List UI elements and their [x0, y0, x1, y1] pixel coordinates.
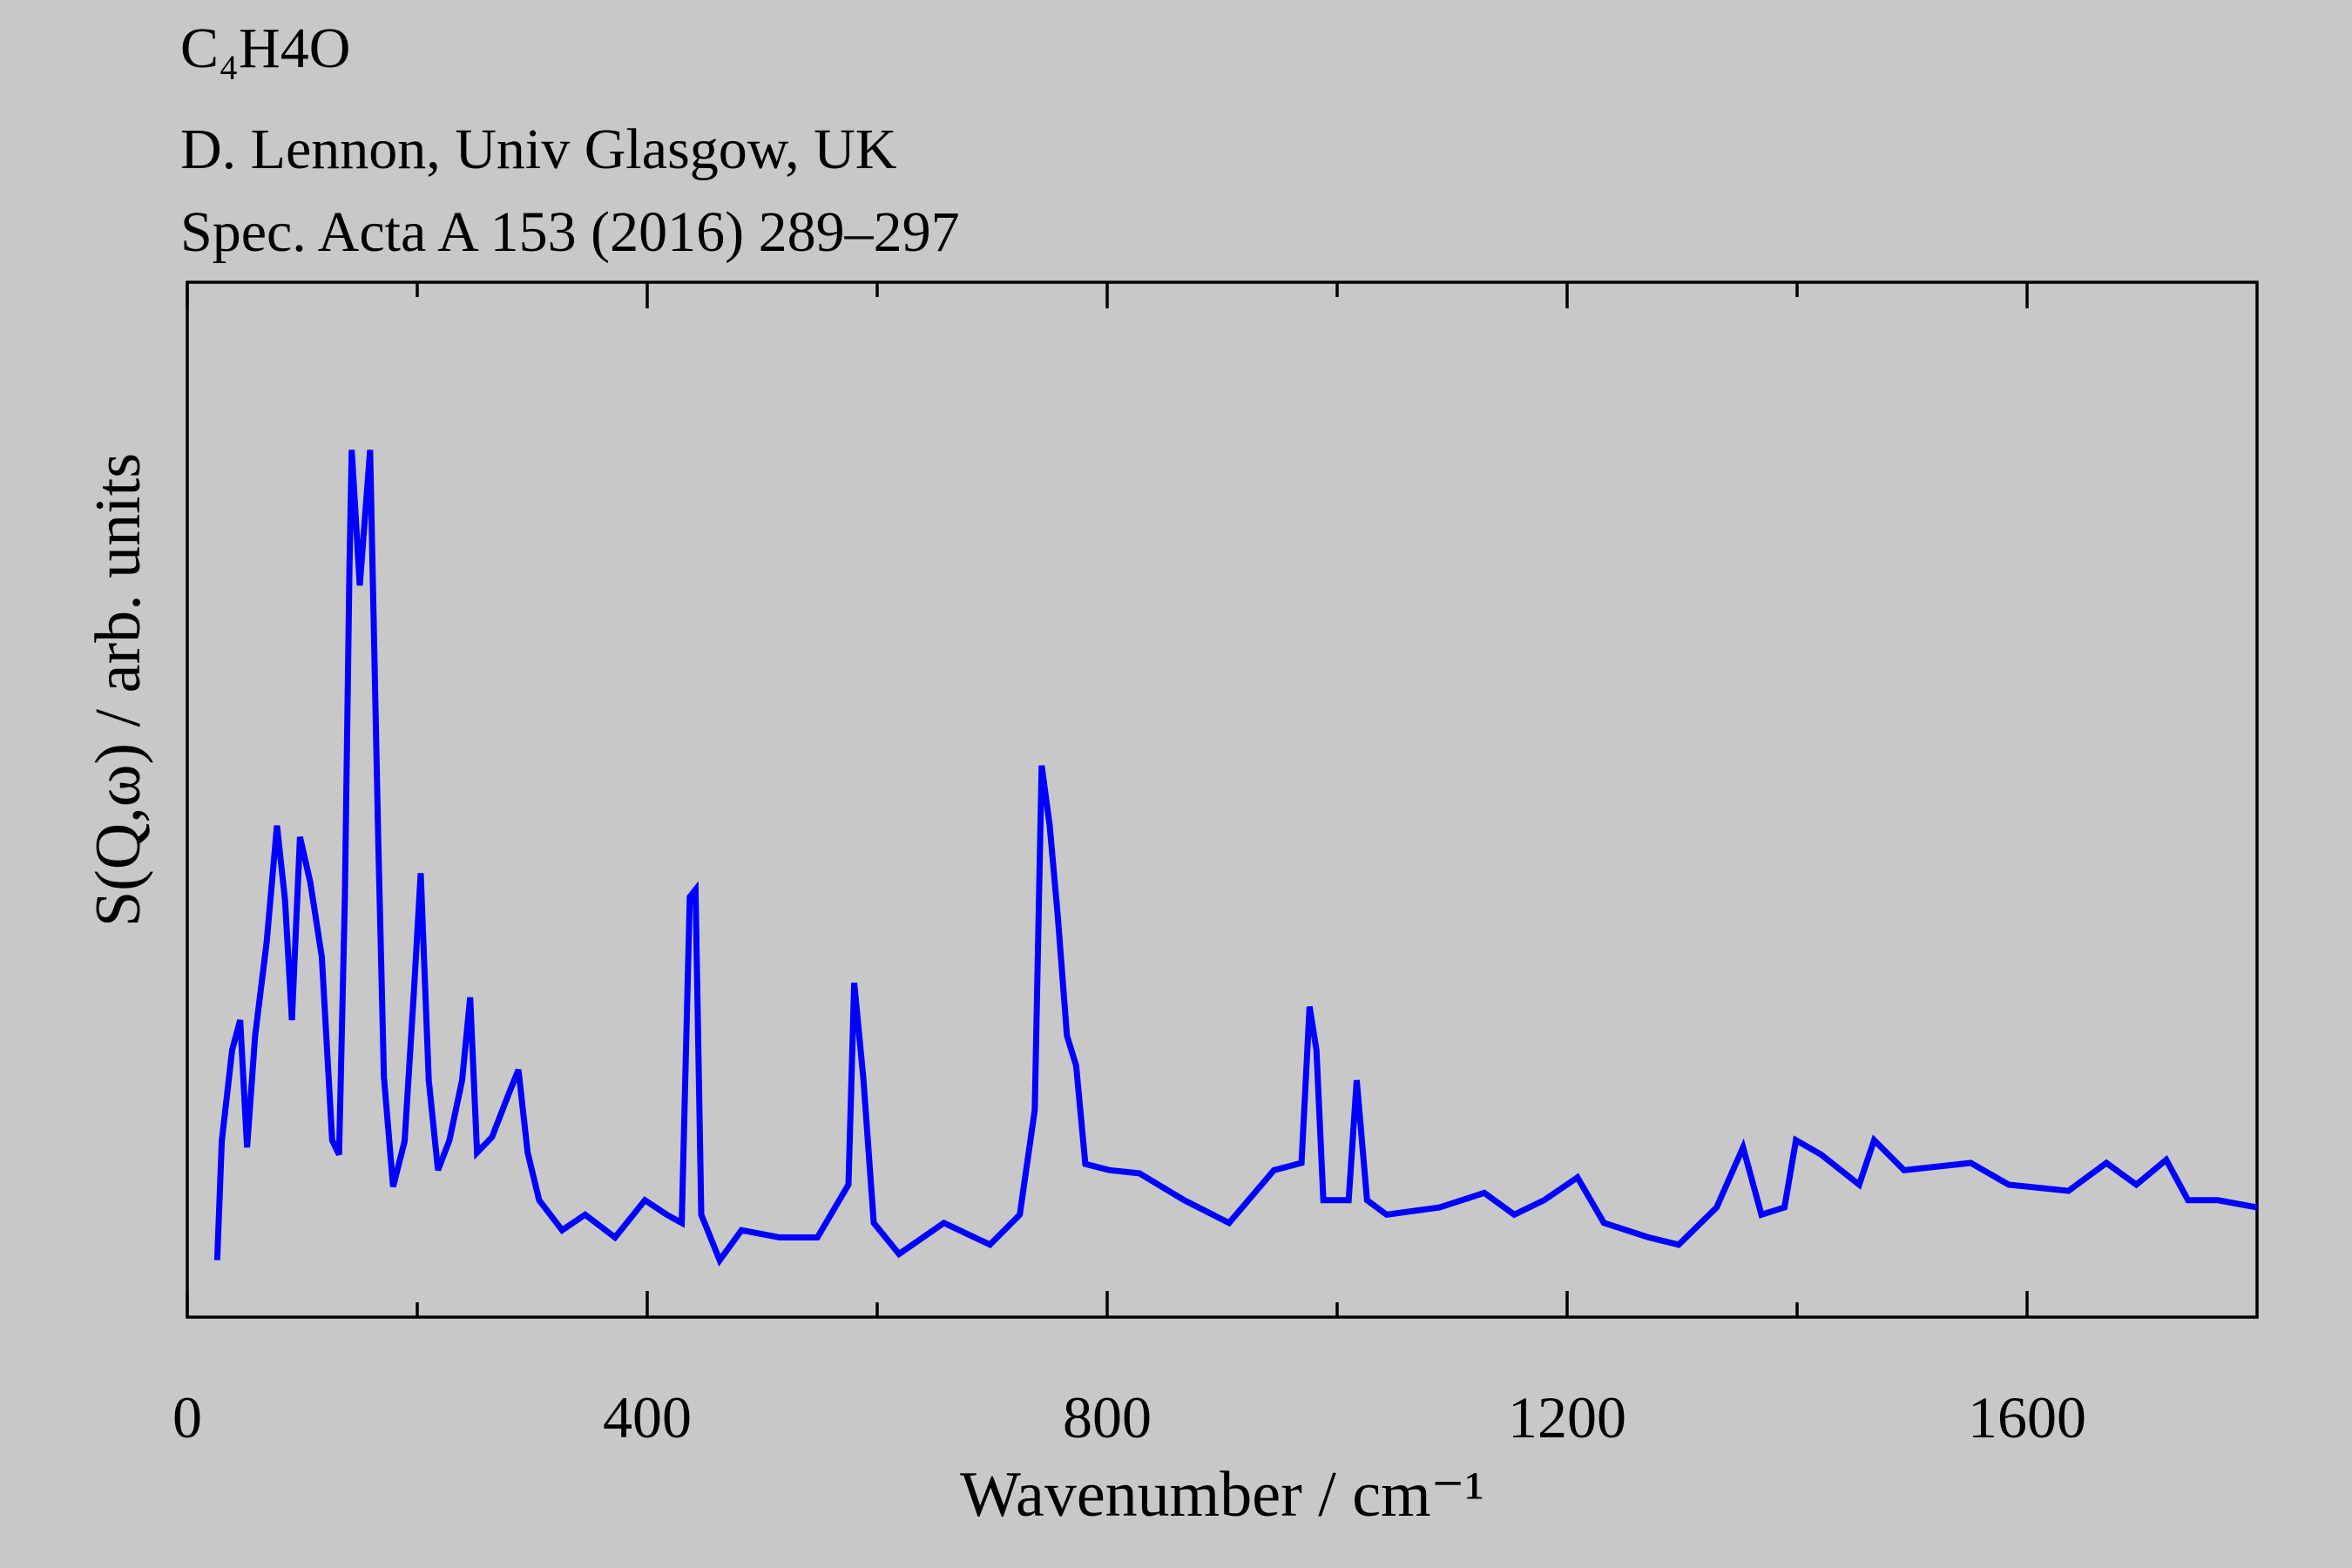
x-tick-label: 400	[603, 1384, 692, 1450]
x-tick-label: 1600	[1968, 1384, 2086, 1450]
chart-subtitle: Spec. Acta A 153 (2016) 289–297	[180, 200, 960, 264]
spectrum-line	[213, 449, 2258, 1267]
chart-title: C₄H4O	[180, 17, 350, 80]
plot-frame	[186, 280, 2259, 1319]
x-tick-label: 0	[172, 1384, 202, 1450]
y-axis-label: S(Q,ω) / arb. units	[83, 453, 154, 927]
x-tick-label: 1200	[1508, 1384, 1626, 1450]
chart-subtitle: D. Lennon, Univ Glasgow, UK	[180, 118, 896, 181]
x-axis-label: Wavenumber / cm⁻¹	[960, 1459, 1484, 1531]
x-tick-label: 800	[1063, 1384, 1152, 1450]
